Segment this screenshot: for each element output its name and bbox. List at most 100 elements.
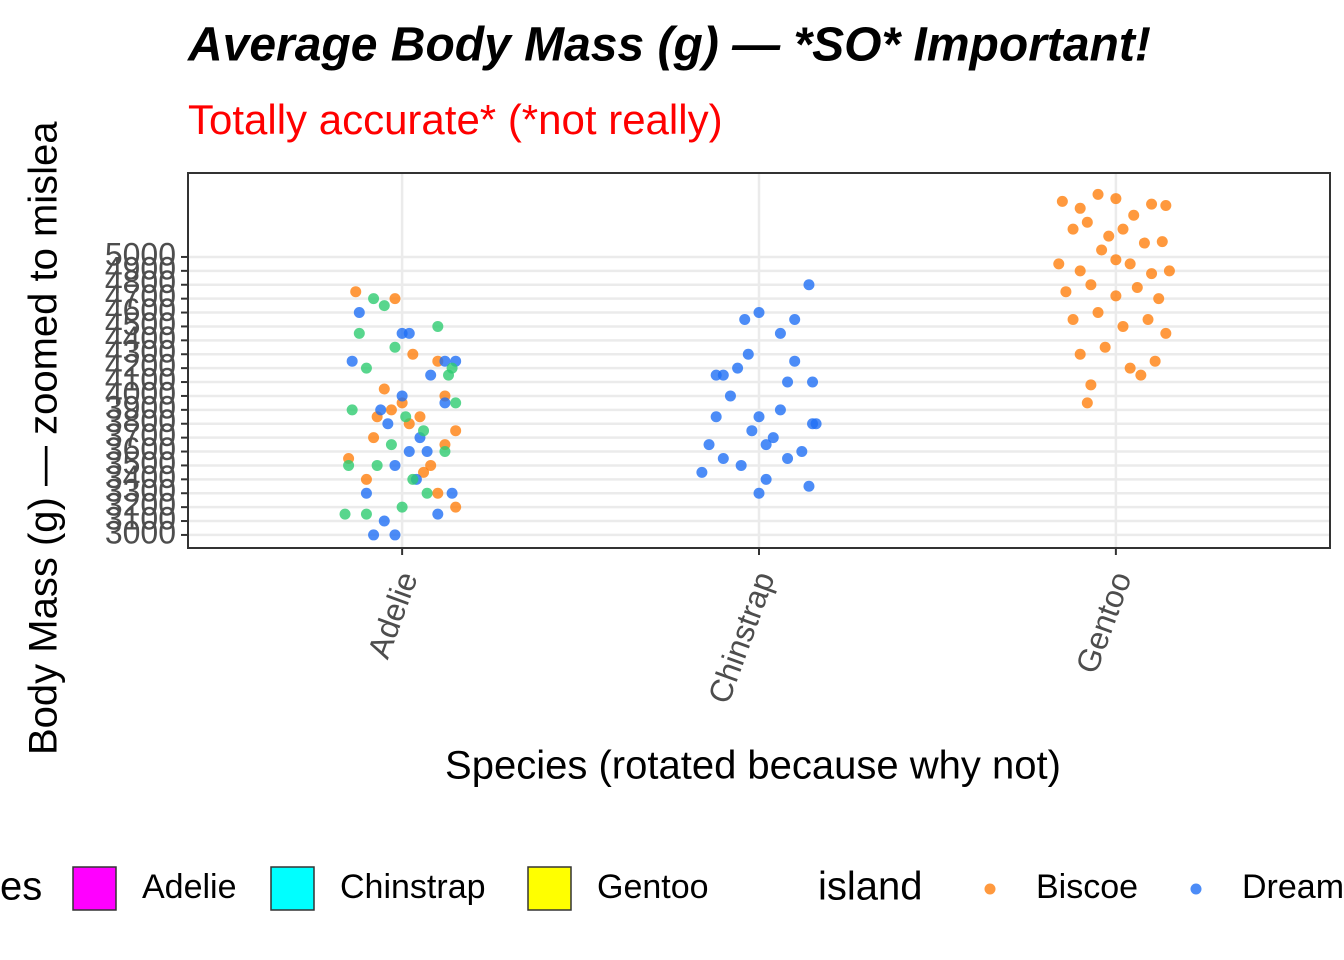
point <box>782 452 794 464</box>
point <box>782 376 794 388</box>
point <box>450 501 462 513</box>
point <box>1110 290 1122 302</box>
point <box>425 369 437 381</box>
point <box>753 307 765 319</box>
point <box>396 501 408 513</box>
point <box>378 383 390 395</box>
y-tick-label: 5000 <box>105 236 176 272</box>
point <box>360 362 372 374</box>
point <box>735 459 747 471</box>
point <box>1085 379 1097 391</box>
point <box>439 355 451 367</box>
point <box>385 439 397 451</box>
point <box>1156 236 1168 248</box>
point <box>1053 258 1065 270</box>
point <box>717 452 729 464</box>
point <box>1110 193 1122 205</box>
y-tick-label: 4300 <box>105 334 176 370</box>
point <box>774 327 786 339</box>
point <box>346 404 358 416</box>
point <box>810 418 822 430</box>
point <box>1081 397 1093 409</box>
point <box>389 341 401 353</box>
point <box>1067 223 1079 235</box>
point <box>1060 286 1072 298</box>
point <box>432 320 444 332</box>
y-tick-label: 4000 <box>105 375 176 411</box>
legend-label: Chinstrap <box>340 868 486 906</box>
point <box>1117 320 1129 332</box>
point <box>742 348 754 360</box>
point <box>1160 200 1172 212</box>
point <box>350 286 362 298</box>
point <box>789 313 801 325</box>
chart-title: Average Body Mass (g) — *SO* Important! <box>187 19 1151 72</box>
y-tick-label: 4800 <box>105 264 176 300</box>
point <box>368 529 380 541</box>
point <box>1142 313 1154 325</box>
point <box>403 446 415 458</box>
y-tick-label: 3500 <box>105 445 176 481</box>
point <box>1135 369 1147 381</box>
point <box>421 487 433 499</box>
point <box>803 480 815 492</box>
point <box>1153 293 1165 305</box>
point <box>1110 254 1122 266</box>
point <box>1096 244 1108 256</box>
point <box>796 446 808 458</box>
y-tick-label: 3100 <box>105 500 176 536</box>
point <box>446 487 458 499</box>
point <box>382 418 394 430</box>
point <box>774 404 786 416</box>
point <box>1081 216 1093 228</box>
y-tick-label: 4200 <box>105 348 176 384</box>
point <box>450 425 462 437</box>
point <box>739 313 751 325</box>
point <box>1131 282 1143 294</box>
point <box>767 432 779 444</box>
point <box>368 432 380 444</box>
point <box>403 327 415 339</box>
legend-title: es <box>0 865 42 909</box>
point <box>375 404 387 416</box>
point <box>418 466 430 478</box>
point <box>1146 268 1158 280</box>
point <box>760 439 772 451</box>
legend-swatch <box>270 866 315 911</box>
point <box>703 439 715 451</box>
legend-swatch <box>527 866 572 911</box>
point <box>1128 209 1140 221</box>
point <box>414 411 426 423</box>
y-tick-label: 3000 <box>105 514 176 550</box>
y-tick-label: 4600 <box>105 292 176 328</box>
point <box>1074 348 1086 360</box>
point <box>724 390 736 402</box>
y-tick-label: 4700 <box>105 278 176 314</box>
legend-swatch <box>72 866 117 911</box>
y-tick-label: 3700 <box>105 417 176 453</box>
chart-subtitle: Totally accurate* (*not really) <box>188 96 723 143</box>
point <box>425 459 437 471</box>
point <box>439 397 451 409</box>
point <box>360 508 372 520</box>
point <box>789 355 801 367</box>
point <box>346 355 358 367</box>
point <box>389 459 401 471</box>
y-tick-label: 3800 <box>105 403 176 439</box>
point <box>1067 313 1079 325</box>
point <box>418 425 430 437</box>
point <box>396 390 408 402</box>
point <box>1149 355 1161 367</box>
point <box>360 473 372 485</box>
legend-label: Dream <box>1242 868 1344 906</box>
y-tick-label: 4900 <box>105 250 176 286</box>
point <box>343 459 355 471</box>
point <box>368 293 380 305</box>
point <box>353 307 365 319</box>
y-tick-label: 4100 <box>105 361 176 397</box>
point <box>753 487 765 499</box>
y-axis-label: Body Mass (g) — zoomed to mislea <box>22 121 66 755</box>
legend-title: island <box>818 865 923 909</box>
y-tick-label: 4500 <box>105 306 176 342</box>
